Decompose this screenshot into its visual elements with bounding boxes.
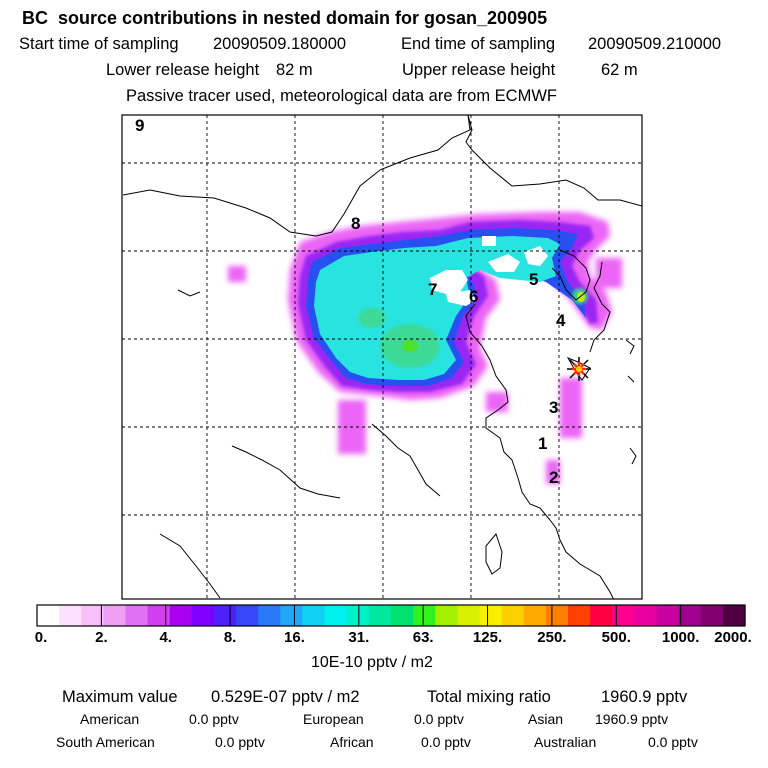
- upper-height-label: Upper release height: [402, 61, 556, 79]
- total-mixing-value: 1960.9 pptv: [601, 688, 688, 706]
- colorbar-cell: [37, 605, 60, 626]
- receptor-marker: [567, 357, 591, 381]
- map-grid: [122, 115, 642, 599]
- colorbar-cell: [59, 605, 82, 626]
- region-name-african: African: [330, 734, 374, 750]
- region-label-1: 1: [538, 434, 547, 453]
- concentration-field: [228, 212, 622, 484]
- colorbar-cell: [656, 605, 680, 626]
- colorbar-cells: [37, 605, 746, 626]
- chart-title: BC source contributions in nested domain…: [22, 8, 548, 28]
- colorbar-cell: [324, 605, 348, 626]
- colorbar-cell: [346, 605, 370, 626]
- colorbar-cell: [81, 605, 104, 626]
- colorbar-cell: [236, 605, 259, 626]
- region-label-6: 6: [469, 287, 478, 306]
- colorbar-cell: [302, 605, 326, 626]
- colorbar-cell: [169, 605, 193, 626]
- region-label-3: 3: [549, 398, 558, 417]
- colorbar-cell: [479, 605, 503, 626]
- map-frame: [121, 114, 643, 600]
- region-name-american: American: [80, 711, 140, 727]
- colorbar-cell: [103, 605, 127, 626]
- colorbar-cell: [612, 605, 635, 626]
- colorbar-tick-label: 250.: [537, 629, 567, 646]
- start-time-label: Start time of sampling: [19, 35, 179, 53]
- colorbar-cell: [191, 605, 215, 626]
- region-value-south-american: 0.0 pptv: [215, 734, 265, 750]
- colorbar-tick-label: 31.: [348, 629, 370, 646]
- colorbar-cell: [568, 605, 591, 626]
- region-label-9: 9: [135, 116, 144, 135]
- colorbar-cell: [413, 605, 436, 626]
- colorbar-cell: [280, 605, 304, 626]
- region-label-8: 8: [351, 214, 360, 233]
- end-time-value: 20090509.210000: [588, 35, 722, 53]
- region-value-asian: 1960.9 pptv: [595, 711, 669, 727]
- upper-height-value: 62 m: [601, 61, 638, 79]
- max-value-label: Maximum value: [62, 688, 178, 706]
- colorbar-cell: [125, 605, 149, 626]
- region-value-african: 0.0 pptv: [421, 734, 471, 750]
- colorbar-cell: [214, 605, 237, 626]
- colorbar-cell: [545, 605, 569, 626]
- colorbar-cell: [368, 605, 392, 626]
- field-peak: [402, 340, 418, 352]
- colorbar-tick-label: 63.: [412, 629, 434, 646]
- colorbar-cell: [722, 605, 746, 626]
- colorbar-tick-label: 0.: [34, 629, 48, 646]
- colorbar: [36, 604, 746, 627]
- region-label-4: 4: [556, 311, 566, 330]
- region-label-2: 2: [549, 468, 558, 487]
- coastlines: [122, 115, 642, 599]
- colorbar-tick-label: 2.: [95, 629, 108, 646]
- max-value: 0.529E-07 pptv / m2: [211, 688, 360, 706]
- region-name-south-american: South American: [56, 734, 155, 750]
- tracer-note: Passive tracer used, meteorological data…: [126, 87, 557, 105]
- colorbar-tick-label: 125.: [472, 629, 503, 646]
- region-value-american: 0.0 pptv: [189, 711, 239, 727]
- region-value-australian: 0.0 pptv: [648, 734, 698, 750]
- colorbar-cell: [678, 605, 702, 626]
- colorbar-tick-label: 2000.: [714, 629, 752, 646]
- region-label-7: 7: [428, 280, 437, 299]
- colorbar-cell: [147, 605, 171, 626]
- lower-height-value: 82 m: [276, 61, 313, 79]
- region-name-australian: Australian: [534, 734, 597, 750]
- colorbar-cell: [391, 605, 414, 626]
- region-name-european: European: [303, 711, 364, 727]
- colorbar-cell: [501, 605, 525, 626]
- colorbar-cell: [258, 605, 281, 626]
- lower-height-label: Lower release height: [106, 61, 260, 79]
- colorbar-tick-label: 8.: [223, 629, 237, 646]
- end-time-label: End time of sampling: [401, 35, 556, 53]
- colorbar-frame: [36, 604, 746, 627]
- colorbar-cell: [435, 605, 458, 626]
- colorbar-cell: [457, 605, 481, 626]
- colorbar-cell: [590, 605, 613, 626]
- colorbar-cell: [523, 605, 547, 626]
- colorbar-tick-label: 500.: [601, 629, 631, 646]
- colorbar-cell: [634, 605, 658, 626]
- source-contribution-map: 9 8 7 6 5 4 3 1 2: [121, 114, 643, 600]
- region-label-5: 5: [529, 270, 538, 289]
- colorbar-tick-label: 16.: [284, 629, 305, 646]
- colorbar-cell: [700, 605, 724, 626]
- colorbar-tick-label: 1000.: [661, 629, 700, 646]
- total-mixing-label: Total mixing ratio: [427, 688, 551, 706]
- colorbar-tick-label: 4.: [159, 629, 172, 646]
- region-name-asian: Asian: [528, 711, 564, 727]
- region-value-european: 0.0 pptv: [414, 711, 464, 727]
- colorbar-units: 10E-10 pptv / m2: [311, 654, 433, 671]
- start-time-value: 20090509.180000: [213, 35, 347, 53]
